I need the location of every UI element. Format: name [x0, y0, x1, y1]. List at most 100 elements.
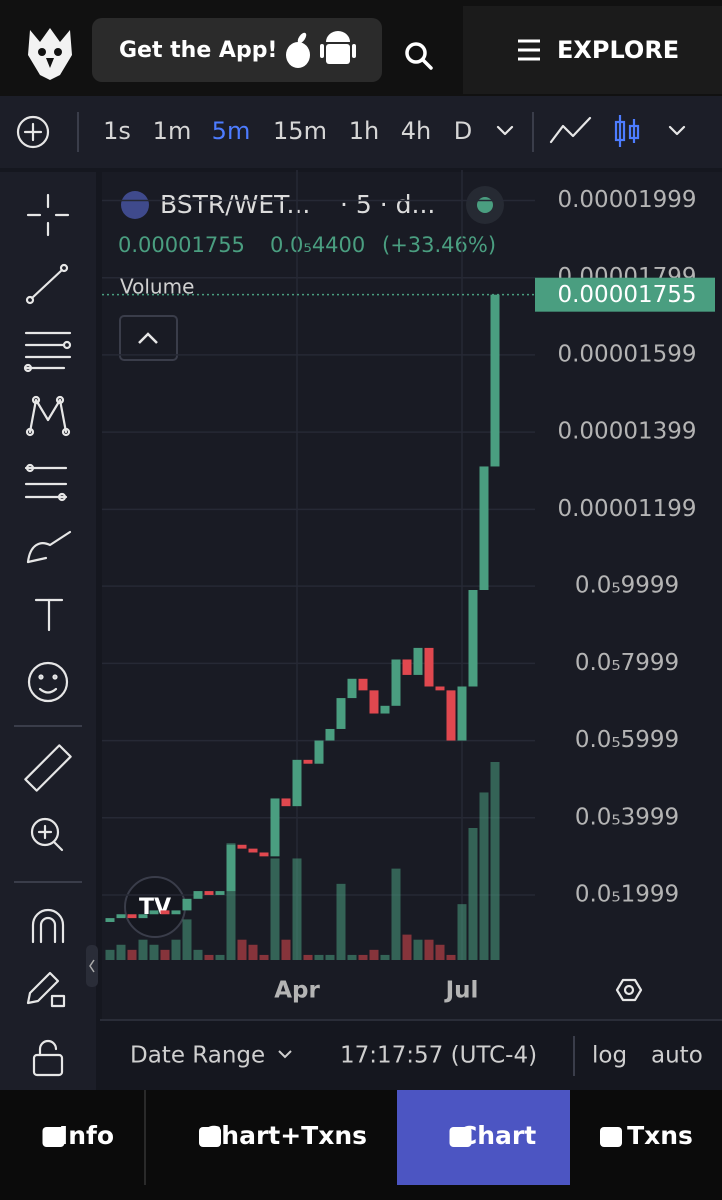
- volume-bar: [127, 949, 137, 960]
- legend-change-pct: (+33.46%): [382, 233, 496, 257]
- chart-area: [102, 172, 722, 1020]
- trend-line-tool[interactable]: [25, 263, 69, 305]
- tab-label[interactable]: Info: [59, 1121, 114, 1150]
- tab-label[interactable]: Chart: [459, 1121, 536, 1150]
- candle-body: [248, 848, 258, 853]
- volume-bar: [149, 944, 159, 960]
- token-icon: [121, 191, 149, 219]
- last-price-label: 0.00001755: [557, 282, 696, 308]
- candle-body: [259, 852, 269, 857]
- candle-body: [413, 647, 423, 675]
- get-app-button[interactable]: [92, 18, 382, 82]
- tab-icon: [600, 1127, 622, 1147]
- candle-toggle[interactable]: [614, 115, 640, 147]
- x-tick-label: Jul: [444, 978, 479, 1004]
- collapse-legend-button[interactable]: [119, 315, 178, 361]
- candle-body: [270, 798, 280, 857]
- volume-bar: [402, 934, 412, 960]
- ruler-tool[interactable]: [24, 744, 72, 792]
- y-tick-label: 0.0₅5999: [575, 727, 679, 753]
- y-tick-label: 0.0₅7999: [575, 650, 679, 676]
- volume-bar: [303, 954, 313, 960]
- volume-bar: [446, 954, 456, 960]
- candle-body: [237, 844, 247, 849]
- collapse-arrow: [89, 959, 95, 973]
- magnet-tool[interactable]: [31, 908, 65, 944]
- forecast-tool[interactable]: [24, 463, 68, 502]
- collapse-handle[interactable]: [86, 945, 98, 987]
- candle-body: [171, 910, 181, 915]
- date-range[interactable]: Date Range: [130, 1043, 265, 1069]
- candle-body: [325, 728, 335, 741]
- x-tick-label: Apr: [274, 978, 320, 1004]
- tab[interactable]: [0, 1090, 145, 1185]
- tool-panel: [0, 172, 96, 1090]
- date-range-arrow: [278, 1050, 292, 1059]
- candle-body: [160, 910, 170, 915]
- candle-body: [182, 898, 192, 911]
- y-tick-label: 0.00001199: [557, 496, 696, 522]
- volume-bar: [281, 939, 291, 960]
- interval-option[interactable]: 4h: [401, 117, 431, 145]
- tab[interactable]: [397, 1090, 570, 1185]
- axis-settings[interactable]: [615, 978, 643, 1002]
- tab-label[interactable]: Txns: [627, 1121, 693, 1150]
- lock-drawing-tool[interactable]: [26, 971, 66, 1008]
- tab[interactable]: [145, 1090, 397, 1185]
- tab[interactable]: [570, 1090, 722, 1185]
- volume-bar: [347, 954, 357, 960]
- interval-dropdown[interactable]: [496, 125, 514, 136]
- candle-body: [292, 759, 302, 807]
- legend-price: 0.00001755: [118, 233, 245, 257]
- volume-bar: [457, 904, 467, 960]
- volume-bar: [479, 792, 489, 960]
- volume-bar: [215, 954, 225, 960]
- zoom-tool[interactable]: [30, 817, 64, 852]
- volume-bar: [259, 954, 269, 960]
- interval-option[interactable]: 1s: [103, 117, 131, 145]
- candle-body: [446, 690, 456, 741]
- volume-bar: [105, 949, 115, 960]
- explore-button[interactable]: [463, 6, 722, 94]
- search-icon[interactable]: [405, 42, 433, 70]
- candle-body: [490, 294, 500, 467]
- pattern-tool[interactable]: [25, 395, 71, 437]
- brush-tool[interactable]: [26, 530, 72, 564]
- interval-option[interactable]: 5m: [212, 117, 251, 145]
- log-toggle[interactable]: log: [592, 1043, 627, 1069]
- candle-body: [479, 466, 489, 590]
- fib-tool[interactable]: [23, 331, 72, 373]
- interval-label: · 5 · d...: [340, 190, 435, 219]
- volume-bar: [248, 944, 258, 960]
- volume-bar: [237, 939, 247, 960]
- volume-bar: [314, 954, 324, 960]
- interval-option[interactable]: 1h: [349, 117, 379, 145]
- volume-bar: [138, 939, 148, 960]
- volume-bar: [116, 944, 126, 960]
- collapse-legend-arrow: [138, 332, 158, 344]
- add-indicator[interactable]: [16, 115, 50, 149]
- volume-bar: [380, 954, 390, 960]
- crosshair-tool[interactable]: [26, 193, 70, 237]
- chart-type-dropdown[interactable]: [668, 125, 686, 136]
- auto-toggle[interactable]: auto: [651, 1043, 703, 1069]
- volume-bar: [193, 949, 203, 960]
- candle-body: [193, 891, 203, 899]
- candle-body: [149, 910, 159, 915]
- interval-option[interactable]: D: [454, 117, 472, 145]
- tab-icon: [42, 1127, 65, 1147]
- lock-tool[interactable]: [32, 1039, 64, 1077]
- candle-body: [105, 918, 115, 922]
- candle-body: [138, 914, 148, 919]
- emoji-tool[interactable]: [27, 661, 69, 703]
- volume-bar: [358, 954, 368, 960]
- interval-option[interactable]: 15m: [273, 117, 327, 145]
- candle-body: [215, 891, 225, 895]
- time-axis: [102, 960, 722, 1020]
- interval-option[interactable]: 1m: [153, 117, 192, 145]
- volume-bar: [490, 762, 500, 960]
- tab-label[interactable]: Chart+Txns: [203, 1121, 367, 1150]
- line-chart-toggle[interactable]: [549, 116, 592, 144]
- candle-body: [336, 698, 346, 729]
- text-tool[interactable]: [34, 598, 64, 632]
